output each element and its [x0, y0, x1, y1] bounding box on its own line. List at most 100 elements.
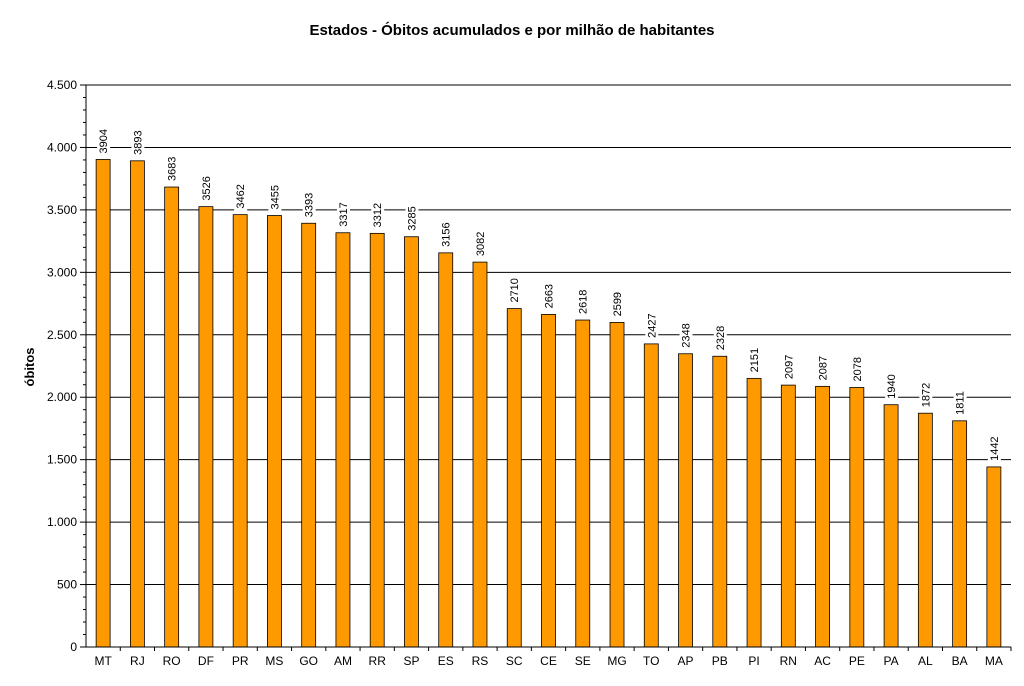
bar — [643, 343, 659, 648]
data-label: 3082 — [475, 232, 487, 256]
bar — [335, 232, 351, 648]
axes — [80, 84, 1012, 651]
bar — [472, 261, 488, 648]
x-category-labels: MT RJ RO DF PR MS GO AM RR SP ES RS SC CE SE MG TO AP PB PI… — [94, 654, 1002, 668]
y-tick-label: 4.000 — [47, 140, 77, 154]
x-category-label: RO — [163, 654, 181, 668]
bar — [232, 214, 248, 648]
y-tick-label: 2.000 — [47, 390, 77, 404]
x-category-label: BA — [952, 654, 968, 668]
x-category-label: AL — [918, 654, 933, 668]
data-label: 3455 — [269, 185, 281, 209]
bar — [780, 384, 796, 648]
data-label: 2710 — [509, 278, 521, 302]
data-label: 3526 — [201, 176, 213, 200]
data-label: 2151 — [749, 348, 761, 372]
x-category-label: PA — [884, 654, 899, 668]
data-label: 2663 — [544, 284, 556, 308]
data-label: 1442 — [989, 436, 1001, 460]
x-category-label: CE — [540, 654, 557, 668]
data-label: 2427 — [646, 313, 658, 337]
x-category-label: PR — [232, 654, 249, 668]
data-label-bg — [508, 274, 522, 305]
y-axis-label: óbitos — [22, 348, 37, 387]
bar — [506, 308, 522, 648]
data-label-bg — [748, 344, 762, 375]
x-category-label: PI — [748, 654, 759, 668]
data-label: 3312 — [372, 203, 384, 227]
data-label-bg — [473, 228, 487, 259]
data-label-bg — [611, 288, 625, 319]
y-tick-label: 3.000 — [47, 265, 77, 279]
x-category-label: SE — [575, 654, 591, 668]
bar — [986, 466, 1002, 648]
data-label: 3156 — [441, 222, 453, 246]
bar — [438, 252, 454, 648]
data-label: 3462 — [235, 184, 247, 208]
bar — [404, 236, 419, 648]
data-label-bg — [782, 351, 796, 382]
data-label-bg — [234, 180, 248, 211]
data-label-bg — [850, 353, 864, 384]
x-category-label: MS — [265, 654, 283, 668]
x-category-label: RJ — [130, 654, 145, 668]
data-label: 1811 — [955, 391, 967, 415]
data-label-bg — [97, 125, 111, 156]
data-label: 1872 — [920, 383, 932, 407]
data-label-bg — [199, 172, 213, 203]
data-label-bg — [885, 370, 899, 401]
data-label-bg — [713, 322, 727, 353]
y-tick-label: 2.500 — [47, 328, 77, 342]
x-category-label: MG — [607, 654, 626, 668]
x-category-label: RR — [369, 654, 387, 668]
bar — [609, 322, 625, 648]
data-label-bg — [919, 379, 933, 410]
data-label: 3285 — [406, 206, 418, 230]
data-labels: 3904 3893 3683 3526 3462 3455 3393 3317 3312 3285… — [97, 125, 1001, 463]
bar — [301, 222, 317, 648]
bar — [849, 387, 865, 648]
bar — [917, 412, 933, 648]
bar — [815, 385, 830, 648]
data-label: 2328 — [715, 326, 727, 350]
data-label-bg — [679, 319, 693, 350]
bar — [95, 159, 111, 648]
x-category-label: MT — [94, 654, 112, 668]
data-label-bg — [336, 198, 350, 229]
data-label: 3904 — [98, 129, 110, 153]
bar — [952, 420, 968, 648]
x-category-label: AM — [334, 654, 352, 668]
data-label-bg — [816, 352, 830, 383]
data-label-bg — [987, 432, 1001, 463]
data-label-bg — [405, 202, 419, 233]
x-category-label: MA — [985, 654, 1003, 668]
x-category-label: ES — [438, 654, 454, 668]
x-category-label: PB — [712, 654, 728, 668]
y-tick-label: 1.000 — [47, 515, 77, 529]
data-label-bg — [576, 286, 590, 317]
data-label: 2078 — [852, 357, 864, 381]
data-label: 2097 — [783, 355, 795, 379]
x-category-label: GO — [299, 654, 318, 668]
data-label: 2618 — [578, 290, 590, 314]
data-label-bg — [131, 126, 145, 157]
data-label: 2348 — [681, 323, 693, 347]
data-label: 2599 — [612, 292, 624, 316]
x-category-label: RN — [780, 654, 797, 668]
y-tick-label: 3.500 — [47, 203, 77, 217]
y-tick-label: 4.500 — [47, 78, 77, 92]
bar — [164, 186, 180, 648]
y-tick-labels: 0 500 1.000 1.500 2.000 2.500 3.000 3.500 4.000 4… — [47, 78, 77, 654]
x-category-label: SC — [506, 654, 523, 668]
y-tick-label: 0 — [70, 640, 77, 654]
data-label: 1940 — [886, 374, 898, 398]
data-label: 3893 — [132, 130, 144, 154]
data-label: 3683 — [167, 157, 179, 181]
data-label-bg — [268, 181, 282, 212]
data-label-bg — [371, 199, 385, 230]
bar — [678, 353, 693, 648]
bars — [95, 159, 1002, 648]
x-category-label: AC — [814, 654, 831, 668]
bar — [746, 377, 762, 648]
data-label: 3393 — [304, 193, 316, 217]
